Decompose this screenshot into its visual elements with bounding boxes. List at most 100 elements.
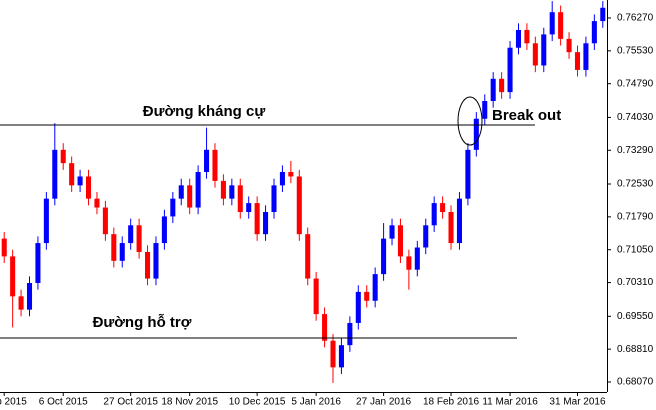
- candle-body: [406, 256, 412, 270]
- candle-body: [170, 198, 176, 217]
- candle-body: [246, 203, 252, 212]
- y-tick-label: 0.72530: [617, 179, 654, 190]
- y-tick-label: 0.68810: [617, 344, 654, 355]
- candle-body: [414, 247, 420, 270]
- candle-body: [161, 216, 167, 244]
- x-tick-label: 6 Oct 2015: [39, 397, 88, 408]
- candle-body: [338, 345, 344, 368]
- candle-body: [212, 149, 218, 181]
- candle-body: [322, 314, 328, 341]
- candle-body: [448, 211, 454, 244]
- candle-body: [52, 149, 58, 199]
- candle-body: [288, 172, 294, 177]
- x-tick-label: 27 Jan 2016: [356, 397, 411, 408]
- candle-body: [473, 118, 479, 150]
- y-tick-label: 0.69550: [617, 311, 654, 322]
- y-tick-label: 0.74790: [617, 78, 654, 89]
- candle-body: [136, 225, 142, 252]
- y-tick-label: 0.73290: [617, 145, 654, 156]
- x-tick-label: 31 Mar 2016: [549, 397, 606, 408]
- candle-body: [10, 256, 16, 297]
- x-tick-label: p 2015: [0, 397, 27, 408]
- candle-body: [574, 52, 581, 70]
- candle-body: [43, 198, 49, 244]
- candle-body: [119, 243, 125, 261]
- candle-body: [524, 29, 530, 44]
- y-tick-label: 0.71050: [617, 244, 654, 255]
- candle-body: [423, 225, 429, 248]
- candle-body: [35, 243, 41, 284]
- x-tick-label: 27 Oct 2015: [103, 397, 158, 408]
- candle-body: [566, 38, 572, 53]
- x-tick-label: 18 Feb 2016: [423, 397, 480, 408]
- candle-body: [558, 12, 564, 39]
- candle-body: [330, 340, 336, 368]
- candle-body: [389, 225, 395, 239]
- candle-body: [102, 207, 108, 235]
- y-tick-label: 0.76270: [617, 13, 654, 24]
- candle-body: [372, 274, 378, 301]
- candle-body: [541, 34, 547, 66]
- candle-body: [128, 225, 134, 244]
- candle-body: [1, 238, 7, 257]
- candle-body: [279, 172, 285, 186]
- candle-body: [296, 176, 302, 235]
- candle-body: [305, 234, 311, 279]
- candle-body: [431, 203, 437, 226]
- candle-body: [204, 149, 210, 173]
- y-tick-label: 0.75530: [617, 45, 654, 56]
- candle-body: [507, 47, 513, 93]
- candle-body: [381, 238, 387, 275]
- candle-body: [195, 172, 201, 208]
- candle-body: [94, 198, 100, 208]
- candle-body: [397, 225, 403, 257]
- candle-body: [600, 7, 606, 22]
- candle-body: [532, 43, 538, 66]
- candle-body: [60, 149, 66, 164]
- candle-body: [26, 283, 33, 310]
- candle-body: [549, 12, 555, 35]
- y-tick-label: 0.70310: [617, 277, 654, 288]
- candle-body: [85, 176, 92, 199]
- candle-body: [490, 78, 496, 101]
- x-tick-label: 11 Mar 2016: [482, 397, 538, 408]
- candle-body: [271, 185, 277, 212]
- candle-body: [465, 149, 471, 199]
- candle-body: [69, 163, 75, 186]
- candle-body: [237, 185, 243, 212]
- candle-body: [111, 234, 117, 261]
- candle-body: [355, 291, 361, 323]
- candle-body: [263, 211, 269, 235]
- candle-body: [77, 176, 83, 186]
- candle-body: [313, 278, 319, 315]
- candle-body: [145, 251, 151, 279]
- y-tick-label: 0.71790: [617, 212, 654, 223]
- breakout-label: Break out: [492, 107, 561, 124]
- y-tick-label: 0.68070: [617, 377, 654, 388]
- candle-body: [482, 100, 488, 119]
- candle-body: [591, 21, 597, 44]
- breakout-ellipse: [457, 96, 483, 146]
- candle-body: [440, 203, 446, 212]
- candle-body: [364, 291, 370, 301]
- candle-body: [515, 29, 522, 48]
- candle-body: [229, 185, 235, 199]
- candle-body: [220, 180, 226, 199]
- candle-body: [18, 296, 24, 310]
- candle-body: [153, 243, 159, 279]
- x-tick-label: 10 Dec 2015: [229, 397, 286, 408]
- x-tick-label: 5 Jan 2016: [291, 397, 341, 408]
- x-tick-label: 18 Nov 2015: [161, 397, 218, 408]
- candle-body: [456, 198, 462, 244]
- support-label: Đường hỗ trợ: [93, 314, 192, 331]
- resistance-label: Đường kháng cự: [143, 103, 266, 120]
- y-tick-label: 0.74030: [617, 112, 654, 123]
- candle-body: [187, 185, 193, 208]
- candle-body: [178, 185, 184, 199]
- candle-body: [583, 43, 589, 70]
- candle-body: [347, 322, 353, 346]
- candle-body: [254, 203, 260, 235]
- candle-body: [499, 78, 505, 93]
